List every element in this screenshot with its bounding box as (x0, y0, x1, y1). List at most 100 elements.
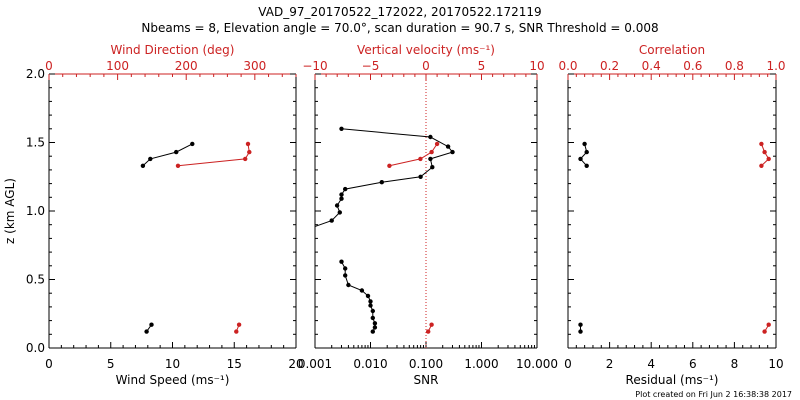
x-tick-label-bottom: 1.000 (464, 357, 498, 371)
panel-snr: 0.001 0.010 0.100 1.000 10.000 SNR −10 −5 0 5 10 Ve… (298, 43, 558, 387)
x-tick-label-bottom: 15 (227, 357, 242, 371)
x-tick-label-top: −10 (302, 59, 327, 73)
data-point (578, 156, 583, 162)
data-point (766, 322, 771, 327)
x-tick-label-bottom: 10.000 (516, 357, 558, 371)
data-point (334, 203, 340, 208)
panel-residual: 0 2 4 6 8 10 Residual (ms⁻¹) 0.0 0.2 0.4 0.6 0.8 1.0… (558, 43, 785, 387)
x-axis-label-top: Vertical velocity (ms⁻¹) (357, 43, 495, 57)
x-tick-label-top: 200 (175, 59, 198, 73)
data-point (190, 141, 195, 147)
data-point (387, 163, 392, 168)
data-point (149, 322, 154, 327)
x-tick-label-top: −5 (362, 59, 380, 73)
data-point (372, 325, 378, 330)
series-line (389, 143, 438, 167)
data-point (144, 329, 149, 334)
x-axis-label-bottom: Residual (ms⁻¹) (626, 373, 719, 387)
x-tick-label-bottom: 20 (288, 357, 303, 371)
x-tick-label-bottom: 6 (689, 357, 697, 371)
y-tick-label: 0.0 (26, 341, 45, 355)
data-point (310, 225, 314, 229)
data-point (372, 321, 378, 326)
x-tick-label-top: 100 (106, 59, 129, 73)
x-tick-label-bottom: 0.010 (353, 357, 387, 371)
figure-title-line2: Nbeams = 8, Elevation angle = 70.0°, sca… (141, 21, 658, 35)
data-point (429, 149, 434, 155)
data-point (236, 322, 242, 327)
x-tick-label-bottom: 0.001 (298, 357, 332, 371)
data-point (368, 303, 373, 308)
x-axis-label-bottom: SNR (414, 373, 439, 387)
data-point (359, 288, 365, 293)
footer-timestamp: Plot created on Fri Jun 2 16:38:38 2017 (635, 390, 792, 399)
data-point (418, 174, 423, 179)
x-tick-label-bottom: 4 (647, 357, 655, 371)
data-point (759, 141, 764, 147)
x-tick-label-top: 0 (45, 59, 53, 73)
data-point (426, 329, 431, 334)
data-point (428, 134, 433, 140)
x-tick-label-top: 0.4 (642, 59, 661, 73)
series-line (579, 143, 588, 167)
data-point (418, 156, 423, 162)
data-point (365, 293, 371, 299)
data-point (584, 149, 589, 155)
data-point (343, 266, 348, 271)
data-point (759, 163, 764, 168)
x-tick-label-top: 300 (243, 59, 266, 73)
x-tick-label-top: 10 (529, 59, 544, 73)
data-point (174, 149, 179, 155)
y-axis-label: z (km AGL) (3, 178, 17, 244)
data-point (343, 186, 348, 192)
x-tick-label-bottom: 2 (606, 357, 614, 371)
x-tick-label-bottom: 10 (165, 357, 180, 371)
x-tick-label-bottom: 0 (45, 357, 53, 371)
data-point (234, 329, 239, 334)
series-line (315, 128, 454, 228)
y-tick-label: 2.0 (26, 67, 45, 81)
x-tick-label-top: 0.8 (725, 59, 744, 73)
data-point (175, 163, 181, 168)
data-point (245, 141, 251, 147)
data-point (762, 149, 767, 155)
x-axis-label-top: Correlation (639, 43, 705, 57)
x-tick-label-top: 5 (478, 59, 486, 73)
x-tick-label-bottom: 8 (731, 357, 739, 371)
data-point (429, 322, 434, 327)
data-point (339, 126, 344, 131)
data-point (339, 196, 344, 201)
data-point (450, 149, 455, 155)
data-layer (140, 141, 252, 334)
x-tick-label-top: 1.0 (766, 59, 785, 73)
data-point (346, 282, 351, 288)
x-tick-label-top: 0.2 (600, 59, 619, 73)
data-point (329, 218, 334, 223)
series-line (142, 143, 193, 167)
data-point (584, 163, 589, 168)
data-point (247, 149, 252, 155)
data-point (578, 322, 583, 327)
data-point (243, 156, 248, 162)
data-point (339, 259, 344, 264)
data-point (445, 144, 451, 149)
data-layer (310, 126, 455, 334)
data-point (368, 299, 373, 304)
data-point (766, 156, 771, 162)
data-layer (578, 141, 771, 334)
data-point (430, 165, 435, 170)
x-tick-label-bottom: 10 (768, 357, 783, 371)
data-point (337, 210, 342, 215)
data-point (379, 180, 384, 185)
figure-title-line1: VAD_97_20170522_172022, 20170522.172119 (258, 5, 541, 19)
x-tick-label-top: 0.6 (683, 59, 702, 73)
x-tick-label-top: 0.0 (558, 59, 577, 73)
series-line (760, 143, 770, 167)
series-line (177, 143, 250, 167)
data-point (370, 329, 375, 334)
data-point (370, 308, 375, 314)
data-point (148, 156, 153, 162)
panel-wind: 0.0 0.5 1.0 1.5 2.0 z (km AGL) 0 5 10 15 20 Wind Sp… (3, 43, 304, 387)
data-point (582, 141, 587, 147)
